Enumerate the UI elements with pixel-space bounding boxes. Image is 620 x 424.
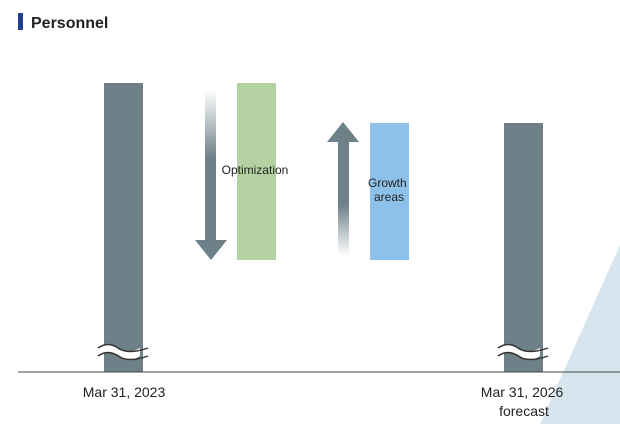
bar-optimization bbox=[237, 83, 276, 260]
bar-growth-areas bbox=[370, 123, 409, 260]
growth-label-line-2: areas bbox=[374, 190, 404, 204]
x-tick-label-mar-2026-line-1: Mar 31, 2026 bbox=[481, 384, 564, 400]
bar-mar-2023 bbox=[104, 83, 143, 372]
up-arrow bbox=[327, 122, 359, 256]
corner-triangle bbox=[540, 245, 620, 424]
growth-label-line-1: Growth bbox=[368, 176, 407, 190]
chart-title: Personnel bbox=[31, 15, 108, 32]
title-accent bbox=[18, 13, 23, 30]
x-tick-label-mar-2023: Mar 31, 2023 bbox=[83, 384, 166, 400]
axis-break-start bbox=[97, 343, 149, 361]
x-tick-label-mar-2026-line-2: forecast bbox=[499, 403, 549, 419]
x-tick-label-mar-2026: Mar 31, 2026 forecast bbox=[481, 384, 567, 419]
down-arrow bbox=[195, 90, 227, 260]
bar-mar-2026-forecast bbox=[504, 123, 543, 372]
axis-break-end bbox=[497, 343, 549, 361]
optimization-label: Optimization bbox=[222, 163, 289, 177]
growth-label: Growth areas bbox=[368, 176, 410, 204]
